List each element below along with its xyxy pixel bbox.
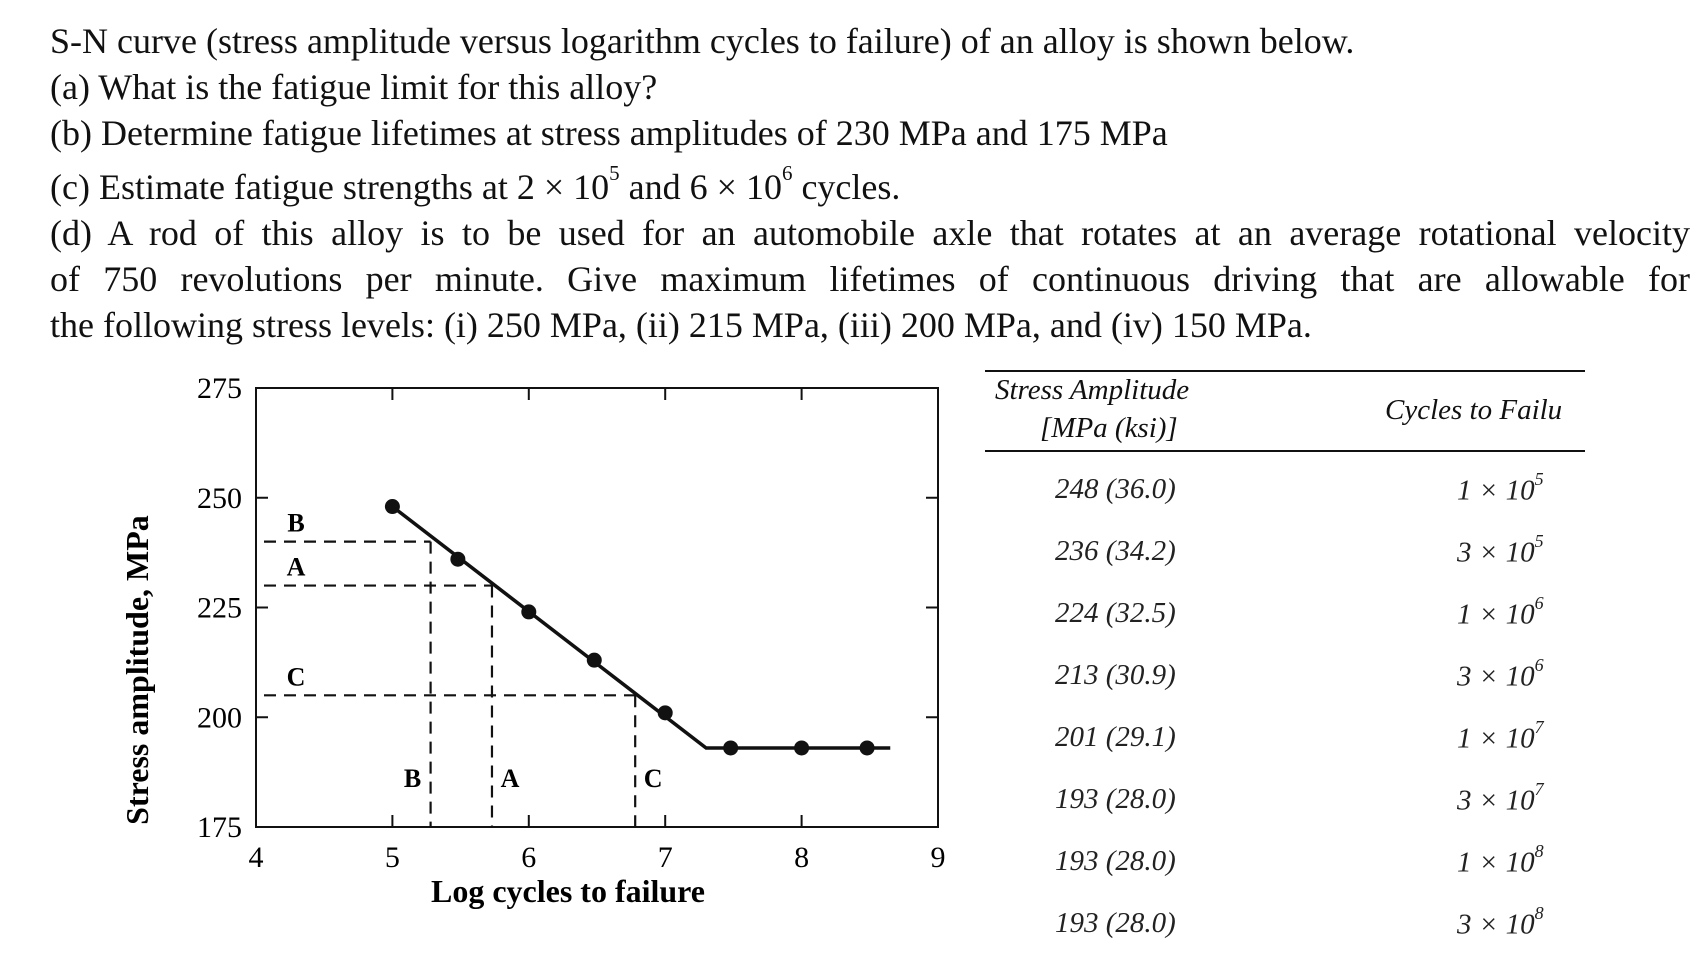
table-cell-cycles-mantissa: 3 × 10 <box>1457 660 1535 693</box>
table-cell-stress: 201 (29.1) <box>1055 721 1176 753</box>
data-point <box>521 604 537 620</box>
question-d-line3: the following stress levels: (i) 250 MPa… <box>50 305 1312 345</box>
question-c-part3: cycles. <box>792 167 901 207</box>
table-cell-stress: 236 (34.2) <box>1055 535 1176 567</box>
table-cell-cycles: 3 × 105 <box>1457 531 1544 570</box>
guide-label-A: A <box>287 553 306 582</box>
table-top-rule <box>985 370 1585 372</box>
x-tick-label: 4 <box>249 841 264 874</box>
table-cell-cycles-exponent: 5 <box>1534 469 1544 489</box>
table-cell-cycles-mantissa: 1 × 10 <box>1457 474 1535 507</box>
table-cell-stress: 193 (28.0) <box>1055 845 1176 877</box>
question-c-exp1: 5 <box>609 161 620 185</box>
x-tick-label: 7 <box>658 841 673 874</box>
guide-label-B: B <box>287 509 304 538</box>
table-cell-cycles-exponent: 7 <box>1534 779 1544 799</box>
guide-label-B-axis: B <box>404 764 421 793</box>
guide-label-C-axis: C <box>644 764 663 793</box>
data-point <box>384 499 400 515</box>
table-header-cycles: Cycles to Failu <box>1385 394 1563 426</box>
sn-curve-line <box>391 505 891 750</box>
table-cell-cycles-exponent: 6 <box>1534 655 1544 675</box>
data-point <box>859 740 875 756</box>
table-cell-cycles-mantissa: 1 × 10 <box>1457 722 1535 755</box>
question-c-part2: and 6 × 10 <box>619 167 782 207</box>
x-tick-label: 9 <box>931 841 946 874</box>
x-tick-label: 8 <box>794 841 809 874</box>
y-tick-label: 200 <box>197 701 242 734</box>
table-header-stress-units: [MPa (ksi)] <box>1040 412 1178 444</box>
table-cell-cycles: 1 × 108 <box>1457 841 1544 880</box>
data-point <box>794 740 810 756</box>
table-cell-stress: 193 (28.0) <box>1055 907 1176 939</box>
y-tick-label: 275 <box>197 372 242 405</box>
table-cell-stress: 224 (32.5) <box>1055 597 1176 629</box>
table-cell-cycles: 3 × 107 <box>1457 779 1544 818</box>
plot-frame <box>255 387 939 828</box>
table-cell-cycles: 1 × 105 <box>1457 469 1544 508</box>
question-c-part1: (c) Estimate fatigue strengths at 2 × 10 <box>50 167 610 207</box>
table-cell-cycles-exponent: 5 <box>1534 531 1544 551</box>
problem-intro: S-N curve (stress amplitude versus logar… <box>50 21 1355 61</box>
table-cell-cycles-mantissa: 3 × 10 <box>1457 908 1535 941</box>
table-cell-cycles: 3 × 108 <box>1457 903 1544 942</box>
table-cell-cycles-mantissa: 3 × 10 <box>1457 536 1535 569</box>
data-point <box>586 652 602 668</box>
y-axis-label: Stress amplitude, MPa <box>119 515 155 825</box>
table-header-rule <box>985 450 1585 452</box>
y-tick-label: 175 <box>197 811 242 844</box>
question-b: (b) Determine fatigue lifetimes at stres… <box>50 113 1168 153</box>
table-cell-cycles-exponent: 8 <box>1534 903 1544 923</box>
question-d-line2: of 750 revolutions per minute. Give maxi… <box>50 259 1690 299</box>
data-point <box>723 740 739 756</box>
table-header-stress: Stress Amplitude <box>995 374 1190 406</box>
table-cell-cycles: 1 × 106 <box>1457 593 1544 632</box>
guide-label-A-axis: A <box>501 764 520 793</box>
data-table: Stress Amplitude [MPa (ksi)] Cycles to F… <box>985 370 1585 941</box>
table-cell-cycles: 3 × 106 <box>1457 655 1544 694</box>
table-cell-cycles-mantissa: 3 × 10 <box>1457 784 1535 817</box>
table-cell-cycles-exponent: 8 <box>1534 841 1544 861</box>
data-point <box>450 551 466 567</box>
question-a: (a) What is the fatigue limit for this a… <box>50 67 658 107</box>
table-cell-stress: 213 (30.9) <box>1055 659 1176 691</box>
data-point <box>657 705 673 721</box>
x-axis-label: Log cycles to failure <box>431 873 705 909</box>
guide-label-C: C <box>287 662 306 691</box>
table-cell-cycles-exponent: 7 <box>1534 717 1544 737</box>
y-tick-label: 225 <box>197 592 242 625</box>
question-c: (c) Estimate fatigue strengths at 2 × 10… <box>50 161 1690 210</box>
table-cell-cycles-mantissa: 1 × 10 <box>1457 846 1535 879</box>
question-c-exp2: 6 <box>781 161 793 185</box>
table-cell-cycles: 1 × 107 <box>1457 717 1544 756</box>
table-cell-cycles-exponent: 6 <box>1534 593 1544 613</box>
question-d-line1: (d) A rod of this alloy is to be used fo… <box>50 213 1690 253</box>
problem-statement: S-N curve (stress amplitude versus logar… <box>50 18 1690 348</box>
table-cell-stress: 193 (28.0) <box>1055 783 1176 815</box>
y-tick-label: 250 <box>197 482 242 515</box>
table-cell-cycles-mantissa: 1 × 10 <box>1457 598 1535 631</box>
x-tick-label: 6 <box>521 841 536 874</box>
x-tick-label: 5 <box>385 841 400 874</box>
table-cell-stress: 248 (36.0) <box>1055 473 1176 505</box>
